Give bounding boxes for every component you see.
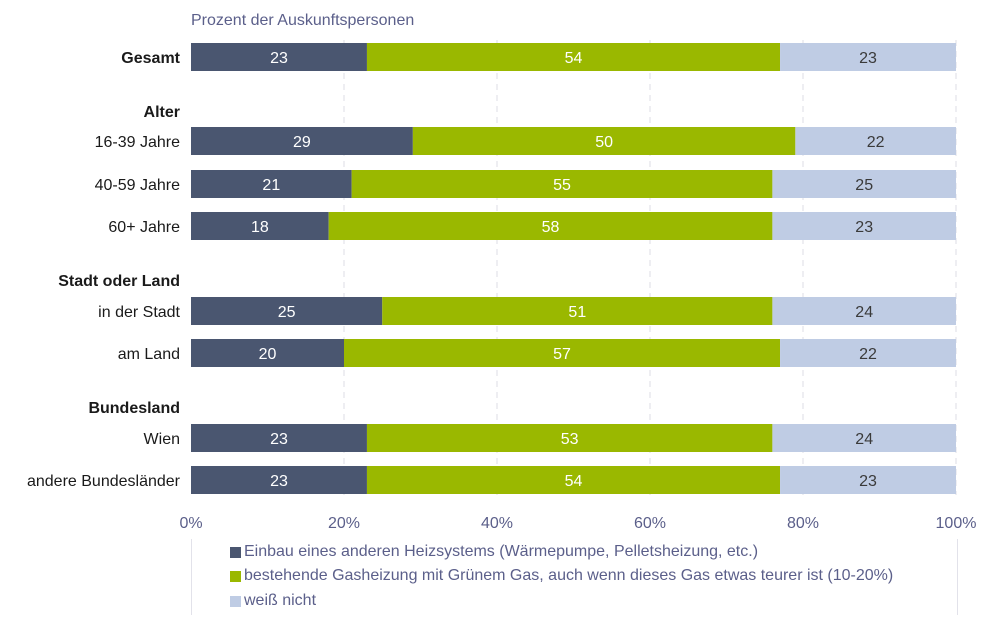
bar-segment	[344, 339, 781, 367]
legend-item-series-2: weiß nicht	[230, 592, 316, 610]
category-label: Gesamt	[121, 50, 180, 67]
stacked-bar-chart: Prozent der Auskunftspersonen 23 54 23 29 50…	[27, 12, 976, 532]
group-header-label: Bundesland	[88, 400, 180, 417]
x-tick-label: 40%	[481, 515, 513, 532]
bar-segment	[191, 170, 352, 198]
bar-segment	[366, 466, 781, 494]
bar-segment	[366, 43, 781, 71]
bar-segment	[780, 43, 956, 71]
data-label: 29	[293, 134, 311, 151]
data-label: 55	[553, 177, 571, 194]
category-labels: Gesamt Alter 16-39 Jahre 40-59 Jahre 60+ Jah…	[27, 50, 181, 490]
chart-title: Prozent der Auskunftspersonen	[191, 12, 414, 29]
category-label: 16-39 Jahre	[95, 134, 180, 151]
legend-label: weiß nicht	[244, 592, 317, 609]
bar-segment	[191, 212, 329, 240]
data-label: 24	[855, 431, 873, 448]
data-label: 57	[553, 346, 571, 363]
legend-item-series-1: bestehende Gasheizung mit Grünem Gas, au…	[230, 567, 893, 585]
category-label: in der Stadt	[98, 304, 180, 321]
bar-segment	[191, 339, 344, 367]
data-label: 22	[867, 134, 885, 151]
data-label: 21	[262, 177, 280, 194]
bar-segment	[795, 127, 956, 155]
bar-segment	[772, 212, 956, 240]
category-label: Wien	[144, 431, 180, 448]
legend-label: bestehende Gasheizung mit Grünem Gas, au…	[244, 567, 894, 584]
data-label: 53	[561, 431, 579, 448]
x-tick-label: 100%	[936, 515, 977, 532]
data-label: 23	[270, 473, 288, 490]
bar-segment	[191, 466, 367, 494]
category-label: 40-59 Jahre	[95, 177, 180, 194]
bar-segment	[191, 43, 367, 71]
legend-swatch	[230, 546, 241, 558]
x-tick-label: 20%	[328, 515, 360, 532]
group-header-label: Alter	[144, 104, 180, 121]
category-label: 60+ Jahre	[108, 219, 180, 236]
data-label: 18	[251, 219, 269, 236]
bars: 23 54 23 29 50 22 21 55 25 18 58 23 25 51 24 20 57 22 23 53…	[191, 43, 956, 494]
legend: Einbau eines anderen Heizsystems (Wärmep…	[191, 539, 958, 615]
bar-segment	[366, 424, 773, 452]
bar-segment	[191, 127, 413, 155]
group-header-label: Stadt oder Land	[58, 273, 180, 290]
data-label: 20	[259, 346, 277, 363]
data-label: 25	[278, 304, 296, 321]
data-label: 23	[270, 50, 288, 67]
legend-label: Einbau eines anderen Heizsystems (Wärmep…	[244, 543, 759, 560]
data-label: 22	[859, 346, 877, 363]
bar-segment	[191, 424, 367, 452]
data-label: 23	[859, 473, 877, 490]
bar-segment	[382, 297, 773, 325]
data-label: 23	[855, 219, 873, 236]
data-label: 24	[855, 304, 873, 321]
legend-item-series-0: Einbau eines anderen Heizsystems (Wärmep…	[230, 543, 758, 561]
bar-segment	[412, 127, 796, 155]
bar-segment	[772, 170, 956, 198]
bar-segment	[780, 466, 956, 494]
legend-swatch	[230, 570, 241, 582]
legend-swatch	[230, 595, 241, 607]
category-label: am Land	[118, 346, 180, 363]
bar-segment	[772, 424, 956, 452]
category-label: andere Bundesländer	[27, 473, 181, 490]
data-label: 23	[859, 50, 877, 67]
data-label: 54	[565, 50, 583, 67]
data-label: 23	[270, 431, 288, 448]
bar-segment	[328, 212, 773, 240]
gridlines	[343, 40, 957, 495]
bar-segment	[191, 297, 383, 325]
x-tick-label: 60%	[634, 515, 666, 532]
x-axis-ticks: 0% 20% 40% 60% 80% 100%	[179, 515, 976, 532]
bar-segment	[772, 297, 956, 325]
data-label: 25	[855, 177, 873, 194]
data-label: 54	[565, 473, 583, 490]
bar-segment	[780, 339, 956, 367]
x-tick-label: 80%	[787, 515, 819, 532]
data-label: 58	[542, 219, 560, 236]
data-label: 50	[595, 134, 613, 151]
x-tick-label: 0%	[179, 515, 202, 532]
data-label: 51	[568, 304, 586, 321]
bar-segment	[351, 170, 773, 198]
